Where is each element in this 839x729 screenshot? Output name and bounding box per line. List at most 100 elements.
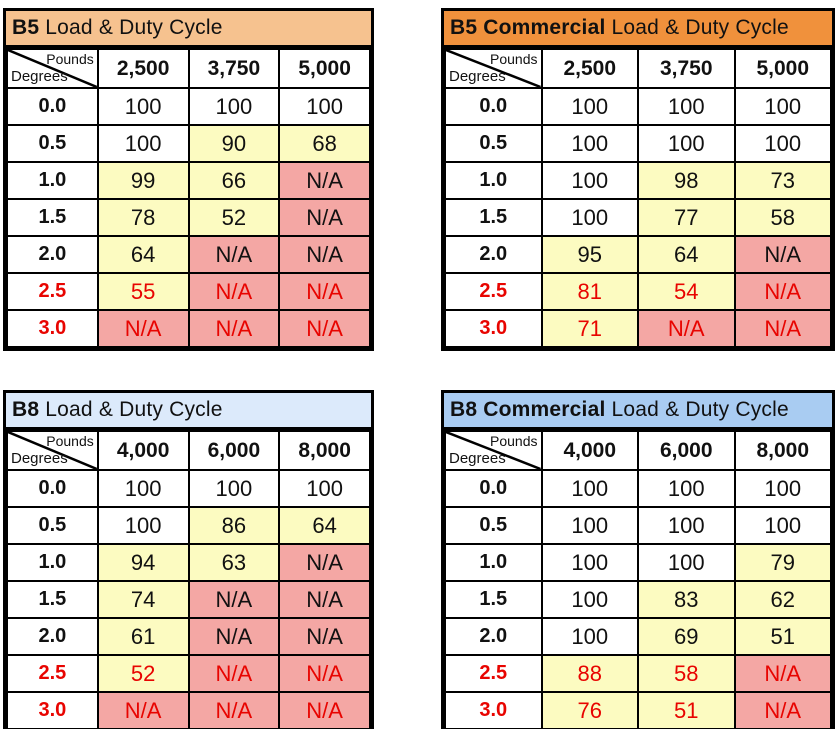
value-cell: N/A [733, 691, 832, 729]
value-cell: N/A [187, 309, 281, 348]
value-cell: 100 [540, 87, 639, 126]
value-cell: 86 [187, 506, 281, 545]
data-row: 1.5 74 N/A N/A [6, 580, 371, 619]
diagonal-line [8, 432, 97, 469]
degrees-cell: 1.0 [6, 543, 99, 582]
degrees-cell: 1.5 [444, 198, 543, 237]
value-cell: N/A [187, 654, 281, 693]
value-cell: 100 [187, 87, 281, 126]
value-cell: 64 [96, 235, 190, 274]
value-cell: 100 [540, 198, 639, 237]
table-title-bold: B5 [12, 16, 40, 39]
value-cell: 54 [637, 272, 736, 311]
corner-cell: Pounds Degrees [6, 430, 99, 471]
value-cell: 100 [540, 469, 639, 508]
value-cell: 99 [96, 161, 190, 200]
degrees-cell: 2.0 [6, 235, 99, 274]
value-cell: 100 [637, 469, 736, 508]
value-cell: 76 [540, 691, 639, 729]
value-cell: 83 [637, 580, 736, 619]
value-cell: 66 [187, 161, 281, 200]
diagonal-line [8, 50, 97, 87]
value-cell: N/A [278, 654, 371, 693]
value-cell: N/A [278, 543, 371, 582]
data-row: 0.0 100 100 100 [444, 469, 832, 508]
corner-label-pounds: Pounds [490, 51, 538, 67]
corner-label-degrees: Degrees [11, 450, 68, 467]
value-cell: N/A [278, 161, 371, 200]
column-header: 6,000 [187, 430, 281, 471]
table-title-rest: Load & Duty Cycle [39, 16, 223, 39]
value-cell: 63 [187, 543, 281, 582]
diagonal-line [446, 50, 541, 87]
value-cell: 100 [540, 617, 639, 656]
data-row: 1.0 99 66 N/A [6, 161, 371, 200]
value-cell: 62 [733, 580, 832, 619]
column-header: 8,000 [733, 430, 832, 471]
table-title-rest: Load & Duty Cycle [39, 398, 223, 421]
table-b8-commercial-load-duty-cycle: B8 Commercial Load & Duty Cycle Pounds De… [441, 390, 835, 729]
column-header: 5,000 [278, 48, 371, 89]
value-cell: 100 [96, 506, 190, 545]
value-cell: 100 [637, 87, 736, 126]
degrees-cell: 2.5 [444, 654, 543, 693]
degrees-cell: 0.5 [6, 124, 99, 163]
value-cell: N/A [278, 617, 371, 656]
data-row: 0.5 100 100 100 [444, 124, 832, 163]
corner-cell: Pounds Degrees [444, 48, 543, 89]
data-row: 1.0 94 63 N/A [6, 543, 371, 582]
degrees-cell: 0.5 [444, 124, 543, 163]
table-b8-load-duty-cycle: B8 Load & Duty Cycle Pounds Degrees 4,000 6… [3, 390, 374, 729]
column-header-row: Pounds Degrees 2,500 3,750 5,000 [444, 48, 832, 89]
column-header: 3,750 [637, 48, 736, 89]
value-cell: 58 [637, 654, 736, 693]
value-cell: N/A [278, 309, 371, 348]
value-cell: N/A [733, 309, 832, 348]
load-duty-grid: Pounds Degrees 4,000 6,000 8,000 0.0 100 100 100… [444, 430, 832, 729]
corner-label-pounds: Pounds [490, 433, 538, 449]
value-cell: 100 [637, 543, 736, 582]
table-b5-load-duty-cycle: B5 Load & Duty Cycle Pounds Degrees 2,500 3… [3, 8, 374, 351]
value-cell: 100 [733, 124, 832, 163]
value-cell: N/A [96, 691, 190, 729]
degrees-cell: 2.5 [6, 654, 99, 693]
value-cell: 94 [96, 543, 190, 582]
value-cell: N/A [187, 580, 281, 619]
column-header: 5,000 [733, 48, 832, 89]
value-cell: 100 [540, 161, 639, 200]
table-title-bold: B8 Commercial [450, 398, 606, 421]
value-cell: 51 [637, 691, 736, 729]
table-title-rest: Load & Duty Cycle [605, 398, 789, 421]
degrees-cell: 3.0 [444, 691, 543, 729]
degrees-cell: 3.0 [6, 309, 99, 348]
degrees-cell: 0.5 [6, 506, 99, 545]
value-cell: 100 [96, 87, 190, 126]
value-cell: 74 [96, 580, 190, 619]
value-cell: 100 [278, 469, 371, 508]
data-row: 2.0 100 69 51 [444, 617, 832, 656]
value-cell: 100 [540, 543, 639, 582]
degrees-cell: 3.0 [6, 691, 99, 729]
data-row: 3.0 71 N/A N/A [444, 309, 832, 348]
degrees-cell: 0.0 [444, 87, 543, 126]
data-row: 2.5 88 58 N/A [444, 654, 832, 693]
degrees-cell: 1.5 [6, 580, 99, 619]
degrees-cell: 0.0 [6, 469, 99, 508]
value-cell: N/A [278, 272, 371, 311]
value-cell: 100 [540, 124, 639, 163]
value-cell: 64 [637, 235, 736, 274]
column-header: 4,000 [540, 430, 639, 471]
table-title: B5 Load & Duty Cycle [6, 11, 371, 48]
value-cell: N/A [733, 654, 832, 693]
column-header: 4,000 [96, 430, 190, 471]
column-header-row: Pounds Degrees 4,000 6,000 8,000 [444, 430, 832, 471]
value-cell: 77 [637, 198, 736, 237]
value-cell: 100 [540, 506, 639, 545]
table-title-bold: B5 Commercial [450, 16, 606, 39]
table-title: B8 Load & Duty Cycle [6, 393, 371, 430]
data-row: 2.0 95 64 N/A [444, 235, 832, 274]
value-cell: 100 [96, 469, 190, 508]
value-cell: 100 [637, 124, 736, 163]
value-cell: 78 [96, 198, 190, 237]
